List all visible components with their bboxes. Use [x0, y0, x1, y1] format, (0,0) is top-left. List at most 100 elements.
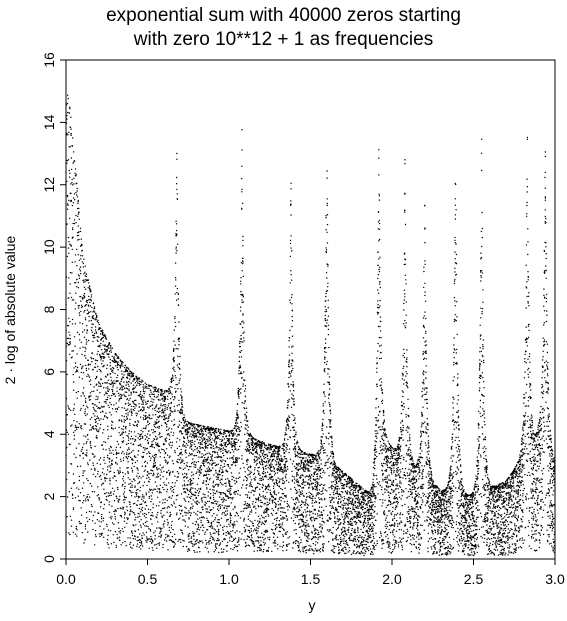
- data-point: [200, 526, 202, 529]
- data-point: [69, 200, 72, 202]
- data-point: [164, 537, 167, 539]
- data-point: [278, 492, 280, 494]
- data-point: [69, 338, 71, 340]
- data-point: [275, 481, 277, 484]
- data-point: [107, 543, 109, 546]
- data-point: [242, 245, 244, 247]
- data-point: [149, 478, 151, 481]
- data-point: [158, 449, 160, 451]
- data-point: [236, 550, 239, 552]
- data-point: [290, 235, 292, 237]
- data-point: [214, 484, 217, 486]
- data-point: [193, 532, 196, 534]
- data-point: [227, 496, 230, 498]
- data-point: [173, 369, 175, 371]
- data-point: [266, 510, 268, 513]
- data-point: [253, 472, 256, 475]
- data-point: [254, 505, 256, 507]
- data-point: [260, 548, 262, 551]
- data-point: [168, 415, 170, 418]
- data-point: [210, 521, 213, 524]
- data-point: [87, 299, 89, 302]
- data-point: [255, 529, 258, 531]
- data-point: [181, 410, 183, 412]
- data-point: [191, 475, 193, 477]
- data-point: [222, 501, 224, 503]
- data-point: [222, 498, 224, 500]
- data-point: [290, 406, 293, 408]
- data-point: [95, 331, 97, 333]
- data-point: [71, 350, 73, 352]
- data-point: [179, 430, 182, 432]
- data-point: [88, 295, 90, 298]
- data-point: [274, 539, 276, 542]
- data-point: [207, 483, 209, 486]
- data-point: [124, 485, 126, 488]
- data-point: [232, 508, 234, 510]
- data-point: [172, 528, 174, 531]
- data-point: [116, 463, 119, 465]
- data-point: [164, 539, 166, 541]
- data-point: [127, 414, 129, 416]
- data-point: [114, 516, 116, 518]
- data-point: [168, 456, 170, 459]
- data-point: [172, 471, 174, 473]
- data-point: [293, 415, 295, 417]
- data-point: [192, 487, 194, 489]
- data-point: [234, 544, 236, 546]
- data-point: [121, 415, 123, 417]
- data-point: [238, 367, 241, 369]
- data-point: [134, 440, 136, 443]
- data-point: [112, 534, 115, 536]
- data-point: [276, 463, 278, 465]
- data-point: [95, 425, 98, 428]
- data-point: [147, 424, 149, 426]
- data-point: [207, 495, 209, 497]
- data-point: [209, 540, 211, 542]
- data-point: [296, 440, 299, 442]
- data-point: [176, 288, 179, 290]
- data-point: [282, 534, 284, 536]
- data-point: [213, 489, 215, 491]
- data-point: [268, 445, 270, 447]
- data-point: [107, 386, 109, 388]
- data-point: [183, 540, 185, 542]
- data-point: [79, 266, 82, 268]
- data-point: [280, 526, 282, 529]
- data-point: [138, 481, 141, 483]
- data-point: [88, 305, 90, 307]
- data-point: [295, 492, 298, 494]
- data-point: [297, 456, 299, 458]
- data-point: [106, 477, 108, 480]
- data-point: [194, 445, 196, 448]
- data-point: [165, 429, 168, 432]
- data-point: [275, 494, 277, 496]
- data-point: [205, 511, 208, 513]
- data-point: [279, 496, 281, 499]
- data-point: [195, 497, 197, 499]
- data-point: [116, 376, 118, 379]
- data-point: [151, 446, 154, 448]
- data-point: [76, 428, 78, 430]
- data-point: [96, 437, 98, 439]
- data-point: [189, 443, 192, 445]
- data-point: [159, 393, 162, 396]
- data-point: [79, 427, 82, 429]
- data-point: [102, 520, 104, 522]
- data-point: [288, 426, 290, 428]
- data-point: [201, 501, 203, 503]
- data-point: [247, 426, 249, 428]
- data-point: [215, 444, 217, 446]
- data-point: [175, 495, 178, 497]
- data-point: [67, 134, 69, 136]
- data-point: [154, 435, 157, 438]
- data-point: [149, 530, 152, 532]
- data-point: [221, 460, 223, 463]
- data-point: [264, 444, 266, 446]
- data-point: [284, 458, 286, 460]
- data-point: [126, 382, 128, 384]
- data-point: [115, 546, 118, 548]
- data-point: [154, 488, 157, 490]
- data-point: [286, 518, 289, 520]
- data-point: [120, 397, 123, 400]
